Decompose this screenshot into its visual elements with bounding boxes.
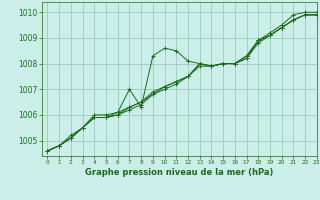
X-axis label: Graphe pression niveau de la mer (hPa): Graphe pression niveau de la mer (hPa) (85, 168, 273, 177)
